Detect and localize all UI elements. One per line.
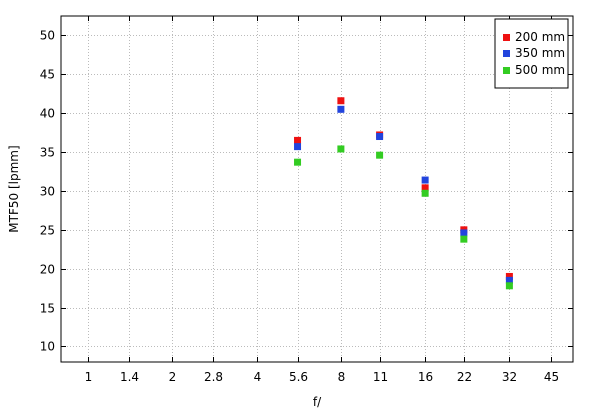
- data-point: [421, 184, 429, 192]
- data-point: [337, 97, 345, 105]
- data-point: [337, 145, 345, 153]
- y-tick-label: 20: [40, 263, 55, 277]
- y-tick-label: 45: [40, 68, 55, 82]
- data-point: [460, 229, 468, 237]
- legend-label: 200 mm: [515, 30, 565, 44]
- y-axis-tick-labels: 10 15 20 25 30 35 40 45 50: [40, 29, 55, 354]
- data-point: [294, 136, 302, 144]
- x-tick-label: 22: [457, 370, 472, 384]
- x-tick-label: 5.6: [289, 370, 308, 384]
- legend-entry: 500 mm: [503, 63, 565, 77]
- x-tick-label: 11: [373, 370, 388, 384]
- legend-marker: [503, 50, 510, 57]
- legend-marker: [503, 34, 510, 41]
- x-tick-label: 2.8: [204, 370, 223, 384]
- plot-area-frame: [60, 15, 574, 363]
- y-tick-label: 50: [40, 29, 55, 43]
- data-point: [376, 133, 384, 141]
- x-tick-label: 1: [85, 370, 93, 384]
- data-point: [505, 276, 513, 284]
- legend-marker: [503, 67, 510, 74]
- y-tick-label: 30: [40, 185, 55, 199]
- data-point: [337, 105, 345, 113]
- data-points: [294, 97, 513, 290]
- data-point: [505, 272, 513, 280]
- y-tick-label: 40: [40, 107, 55, 121]
- x-tick-label: 2: [169, 370, 177, 384]
- x-tick-label: 16: [418, 370, 433, 384]
- legend-label: 500 mm: [515, 63, 565, 77]
- x-tick-label: 4: [254, 370, 262, 384]
- x-axis-title: f/: [313, 395, 322, 409]
- data-point: [294, 143, 302, 151]
- data-point: [421, 176, 429, 184]
- y-axis-title: MTF50 [lpmm]: [7, 145, 21, 232]
- x-tick-label: 1.4: [120, 370, 139, 384]
- data-point: [505, 282, 513, 290]
- x-tick-label: 45: [544, 370, 559, 384]
- data-point: [294, 158, 302, 166]
- legend-entry: 350 mm: [503, 46, 565, 60]
- legend: 200 mm 350 mm 500 mm: [494, 18, 569, 89]
- y-tick-label: 10: [40, 340, 55, 354]
- x-tick-label: 8: [338, 370, 346, 384]
- data-point: [421, 189, 429, 197]
- y-tick-label: 25: [40, 224, 55, 238]
- legend-label: 350 mm: [515, 46, 565, 60]
- y-tick-label: 35: [40, 146, 55, 160]
- x-axis-tick-labels: 1 1.4 2 2.8 4 5.6 8 11 16 22 32 45: [85, 370, 559, 384]
- data-point: [376, 151, 384, 159]
- y-tick-label: 15: [40, 302, 55, 316]
- grid: [61, 16, 573, 362]
- legend-entry: 200 mm: [503, 30, 565, 44]
- x-tick-label: 32: [502, 370, 517, 384]
- data-point: [460, 235, 468, 243]
